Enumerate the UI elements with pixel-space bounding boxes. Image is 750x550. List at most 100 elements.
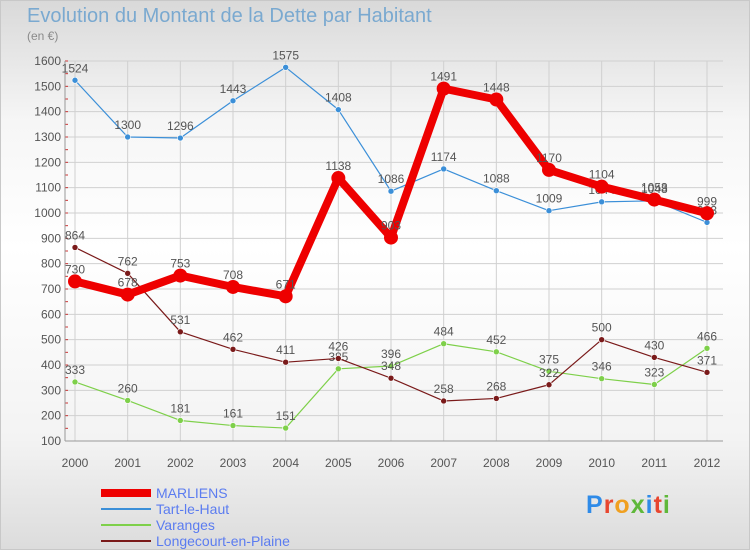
y-tick-label: 200 <box>41 409 61 423</box>
y-tick-label: 100 <box>41 434 61 448</box>
data-label-tart-le-haut: 1086 <box>378 172 405 186</box>
y-tick-label: 500 <box>41 333 61 347</box>
logo-letter: i <box>645 491 654 519</box>
data-point-varanges <box>598 375 605 382</box>
data-point-tart-le-haut <box>598 198 605 206</box>
data-point-varanges <box>651 381 658 388</box>
data-point-marliens <box>542 162 556 177</box>
data-label-marliens: 1170 <box>536 151 562 165</box>
data-point-longecourt-en-plaine <box>335 355 342 362</box>
data-label-longecourt-en-plaine: 462 <box>223 330 243 344</box>
data-label-tart-le-haut: 1296 <box>167 119 194 133</box>
legend-swatch-tart-le-haut <box>101 508 151 510</box>
x-tick-label: 2010 <box>588 456 615 470</box>
x-tick-label: 2012 <box>694 456 721 470</box>
x-tick-label: 2003 <box>220 456 247 470</box>
legend-label-longecourt-en-plaine: Longecourt-en-Plaine <box>156 533 290 549</box>
x-tick-label: 2000 <box>62 456 89 470</box>
data-label-longecourt-en-plaine: 348 <box>381 359 401 373</box>
logo-letter: r <box>603 491 615 519</box>
y-tick-label: 1400 <box>34 105 61 119</box>
data-label-marliens: 903 <box>381 219 401 233</box>
data-label-marliens: 678 <box>118 276 138 290</box>
data-label-varanges: 333 <box>65 363 85 377</box>
y-tick-label: 800 <box>41 257 61 271</box>
data-label-varanges: 346 <box>592 360 612 374</box>
data-label-varanges: 161 <box>223 407 243 421</box>
data-point-tart-le-haut <box>177 134 184 142</box>
data-point-tart-le-haut <box>703 219 711 226</box>
data-point-varanges <box>335 365 342 373</box>
data-label-varanges: 375 <box>539 352 559 366</box>
data-point-varanges <box>387 362 395 370</box>
legend-label-marliens: MARLIENS <box>156 485 228 501</box>
data-point-marliens <box>384 230 398 245</box>
data-label-marliens: 1138 <box>325 159 351 173</box>
data-label-marliens: 1104 <box>589 168 615 182</box>
data-label-longecourt-en-plaine: 371 <box>697 353 717 367</box>
data-point-varanges <box>440 340 447 348</box>
y-tick-label: 1600 <box>34 54 61 68</box>
y-tick-label: 900 <box>41 231 61 245</box>
data-point-marliens <box>436 81 451 96</box>
data-point-varanges <box>229 422 237 429</box>
data-point-longecourt-en-plaine <box>71 244 79 251</box>
x-tick-label: 2009 <box>536 456 563 470</box>
data-point-marliens <box>700 206 714 221</box>
legend-item-varanges: Varanges <box>101 517 361 533</box>
data-point-varanges <box>282 424 289 432</box>
data-point-tart-le-haut <box>282 64 289 71</box>
data-label-marliens: 708 <box>223 268 243 282</box>
data-label-varanges: 260 <box>118 381 138 395</box>
data-point-tart-le-haut <box>124 133 131 141</box>
data-label-tart-le-haut: 1524 <box>62 61 89 75</box>
data-point-longecourt-en-plaine <box>387 374 395 382</box>
data-label-varanges: 484 <box>434 325 454 339</box>
data-point-varanges <box>124 397 131 404</box>
x-tick-label: 2005 <box>325 456 352 470</box>
data-label-longecourt-en-plaine: 864 <box>65 228 85 242</box>
legend-item-tart-le-haut: Tart-le-Haut <box>101 501 361 517</box>
data-point-varanges <box>493 348 500 356</box>
data-label-longecourt-en-plaine: 426 <box>328 339 348 353</box>
legend-item-longecourt-en-plaine: Longecourt-en-Plaine <box>101 533 361 549</box>
data-label-varanges: 181 <box>170 401 190 415</box>
logo-letter: x <box>630 491 646 519</box>
data-label-varanges: 396 <box>381 347 401 361</box>
legend-label-tart-le-haut: Tart-le-Haut <box>156 501 230 517</box>
data-label-varanges: 151 <box>276 409 296 423</box>
data-label-tart-le-haut: 1408 <box>325 91 352 105</box>
data-point-marliens <box>647 192 662 207</box>
data-label-longecourt-en-plaine: 258 <box>434 382 454 396</box>
data-label-marliens: 753 <box>170 257 190 271</box>
data-label-varanges: 466 <box>697 329 717 343</box>
data-point-longecourt-en-plaine <box>229 345 237 353</box>
y-tick-label: 1200 <box>34 155 61 169</box>
data-point-longecourt-en-plaine <box>493 395 500 402</box>
y-tick-label: 700 <box>41 282 61 296</box>
data-point-longecourt-en-plaine <box>124 269 131 277</box>
data-label-longecourt-en-plaine: 762 <box>118 254 138 268</box>
data-label-tart-le-haut: 1174 <box>431 150 457 164</box>
x-tick-label: 2002 <box>167 456 194 470</box>
legend-swatch-varanges <box>101 524 151 526</box>
y-tick-label: 1000 <box>34 206 61 220</box>
logo-letter: t <box>653 491 663 519</box>
data-point-tart-le-haut <box>440 165 447 173</box>
data-point-marliens <box>489 92 504 107</box>
data-point-tart-le-haut <box>387 187 395 195</box>
data-label-marliens: 1053 <box>641 181 668 195</box>
x-tick-label: 2001 <box>114 456 141 470</box>
data-point-longecourt-en-plaine <box>598 336 605 343</box>
x-tick-label: 2006 <box>378 456 405 470</box>
data-label-marliens: 999 <box>697 194 717 208</box>
y-tick-label: 400 <box>41 358 61 372</box>
data-point-longecourt-en-plaine <box>545 381 553 389</box>
data-label-tart-le-haut: 1088 <box>483 172 510 186</box>
y-tick-label: 1100 <box>35 181 61 195</box>
data-point-longecourt-en-plaine <box>177 328 184 336</box>
data-point-tart-le-haut <box>229 97 237 105</box>
logo-letter: o <box>614 491 631 519</box>
data-label-longecourt-en-plaine: 531 <box>170 313 190 327</box>
